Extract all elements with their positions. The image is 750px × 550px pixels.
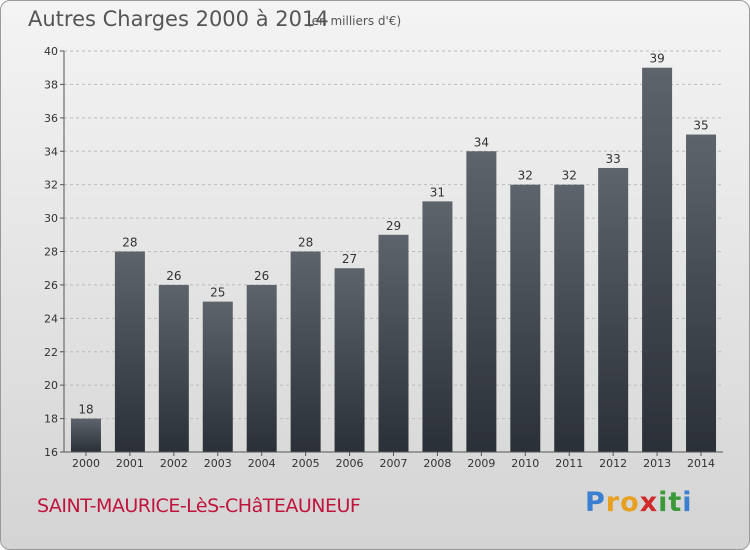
x-tick-label: 2005: [292, 457, 320, 470]
value-label: 25: [210, 286, 225, 300]
value-label: 28: [122, 236, 137, 250]
y-tick-label: 34: [44, 145, 58, 158]
y-tick-label: 40: [44, 45, 58, 58]
y-tick-label: 16: [44, 446, 58, 459]
bar-2006: [334, 268, 365, 452]
logo-letter: i: [658, 487, 669, 518]
bar-2012: [598, 167, 629, 453]
bar-2007: [378, 234, 409, 452]
proxiti-logo[interactable]: Proxiti: [585, 487, 693, 518]
value-label: 34: [474, 135, 489, 149]
x-tick-label: 2000: [72, 457, 100, 470]
bar-2002: [158, 284, 189, 452]
x-tick-label: 2013: [643, 457, 671, 470]
y-tick-label: 26: [44, 279, 58, 292]
logo-letter: t: [668, 487, 683, 518]
logo-letter: r: [605, 487, 621, 518]
x-axis: 2000 2001 2002 2003 2004 2005 2006 2007 2008 2009…: [64, 451, 723, 470]
y-tick-label: 30: [44, 212, 58, 225]
bar-2013: [642, 67, 673, 452]
bar-2000: [70, 418, 101, 452]
value-label: 32: [562, 169, 577, 183]
value-label: 39: [649, 52, 664, 66]
x-tick-label: 2010: [511, 457, 539, 470]
value-label: 18: [78, 403, 93, 417]
y-tick-label: 22: [44, 346, 58, 359]
x-tick-label: 2001: [116, 457, 144, 470]
bar-2011: [554, 184, 585, 452]
x-tick-label: 2004: [248, 457, 276, 470]
bar-2004: [246, 284, 277, 452]
x-tick-label: 2006: [336, 457, 364, 470]
value-label: 29: [386, 219, 401, 233]
x-tick-label: 2002: [160, 457, 188, 470]
bar-2010: [510, 184, 541, 452]
x-tick-label: 2008: [423, 457, 451, 470]
y-tick-label: 24: [44, 312, 58, 325]
y-tick-label: 20: [44, 379, 58, 392]
bar-2008: [422, 201, 453, 452]
value-label: 28: [298, 236, 313, 250]
logo-letter: o: [620, 487, 640, 518]
y-tick-label: 36: [44, 112, 58, 125]
x-tick-label: 2014: [687, 457, 715, 470]
y-tick-label: 28: [44, 246, 58, 259]
bar-2014: [686, 134, 717, 452]
chart-subtitle: (en milliers d'€): [307, 14, 402, 28]
bar-2001: [114, 251, 145, 452]
chart-title: Autres Charges 2000 à 2014: [28, 7, 329, 31]
value-label: 35: [693, 119, 708, 133]
x-tick-label: 2012: [599, 457, 627, 470]
x-tick-label: 2003: [204, 457, 232, 470]
y-tick-label: 32: [44, 179, 58, 192]
x-tick-label: 2009: [467, 457, 495, 470]
bar-2005: [290, 251, 321, 452]
x-tick-label: 2007: [380, 457, 408, 470]
bars: 18 28 26 25 26 28 27 29 31 34 32 32 33 39 35: [70, 52, 717, 453]
value-label: 31: [430, 185, 445, 199]
logo-letter: i: [682, 487, 693, 518]
value-label: 27: [342, 252, 357, 266]
y-tick-label: 18: [44, 413, 58, 426]
bar-2009: [466, 151, 497, 452]
logo-letter: x: [639, 487, 659, 518]
bar-2003: [202, 301, 233, 452]
value-label: 32: [518, 169, 533, 183]
x-tick-label: 2011: [555, 457, 583, 470]
y-axis: 16 18 20 22 24 26 28 30 32 34 36 38 40: [44, 45, 65, 459]
value-label: 26: [166, 269, 181, 283]
value-label: 26: [254, 269, 269, 283]
value-label: 33: [606, 152, 621, 166]
y-tick-label: 38: [44, 78, 58, 91]
logo-letter: P: [585, 487, 606, 518]
city-name: SAINT-MAURICE-LèS-CHâTEAUNEUF: [37, 495, 361, 517]
